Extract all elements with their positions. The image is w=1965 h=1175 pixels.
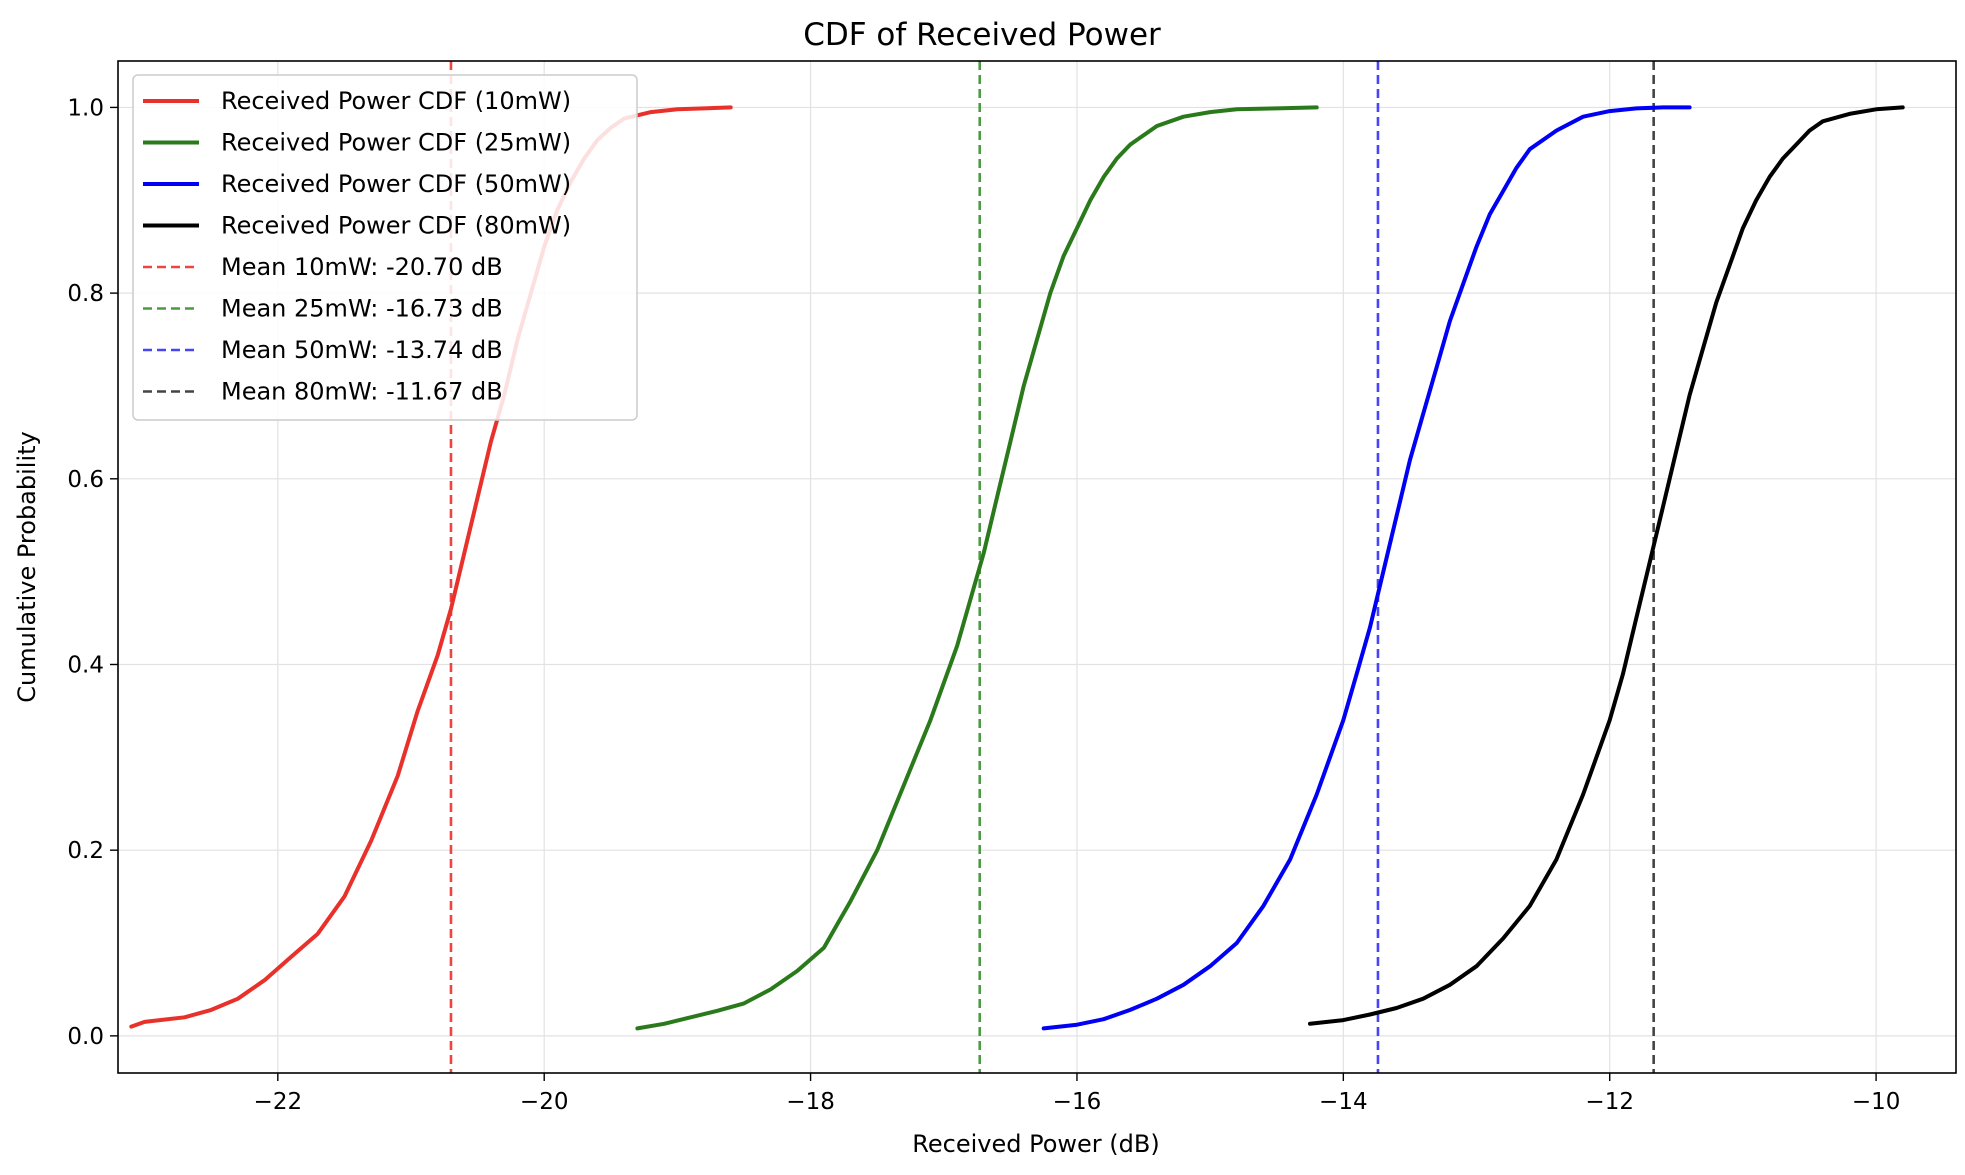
legend: Received Power CDF (10mW) Received Power … <box>132 74 638 421</box>
y-tick-label: 0.2 <box>67 838 104 864</box>
legend-label: Received Power CDF (50mW) <box>221 170 571 198</box>
y-tick-label: 0.8 <box>67 281 104 307</box>
chart-title: CDF of Received Power <box>803 17 1161 53</box>
y-tick-label: 0.0 <box>67 1024 104 1050</box>
y-tick-label: 1.0 <box>67 95 104 121</box>
legend-box <box>132 74 638 421</box>
x-tick-label: −22 <box>254 1089 303 1115</box>
legend-label: Mean 10mW: -20.70 dB <box>221 253 503 281</box>
series-line <box>1308 105 1905 1026</box>
legend-label: Mean 25mW: -16.73 dB <box>221 295 503 323</box>
legend-label: Received Power CDF (25mW) <box>221 129 571 157</box>
x-tick-label: −16 <box>1053 1089 1102 1115</box>
legend-label: Mean 80mW: -11.67 dB <box>221 378 503 406</box>
y-tick-label: 0.6 <box>67 467 104 493</box>
x-tick-label: −10 <box>1852 1089 1901 1115</box>
y-axis-label: Cumulative Probability <box>13 431 41 702</box>
series-line <box>1041 105 1692 1031</box>
x-tick-label: −20 <box>520 1089 569 1115</box>
x-tick-label: −14 <box>1319 1089 1368 1115</box>
x-axis-label: Received Power (dB) <box>912 1130 1159 1158</box>
series-line <box>635 105 1319 1031</box>
axis-ticks: −22 −20 −18 −16 −14 −12 −10 0.0 0.2 0.4 0.6 0.8 1.0 <box>67 95 1900 1115</box>
legend-label: Mean 50mW: -13.74 dB <box>221 336 503 364</box>
legend-label: Received Power CDF (10mW) <box>221 87 571 115</box>
x-tick-label: −12 <box>1585 1089 1634 1115</box>
x-tick-label: −18 <box>786 1089 835 1115</box>
y-tick-label: 0.4 <box>67 652 104 678</box>
legend-label: Received Power CDF (80mW) <box>221 212 571 240</box>
plot-frame <box>117 60 1957 1074</box>
